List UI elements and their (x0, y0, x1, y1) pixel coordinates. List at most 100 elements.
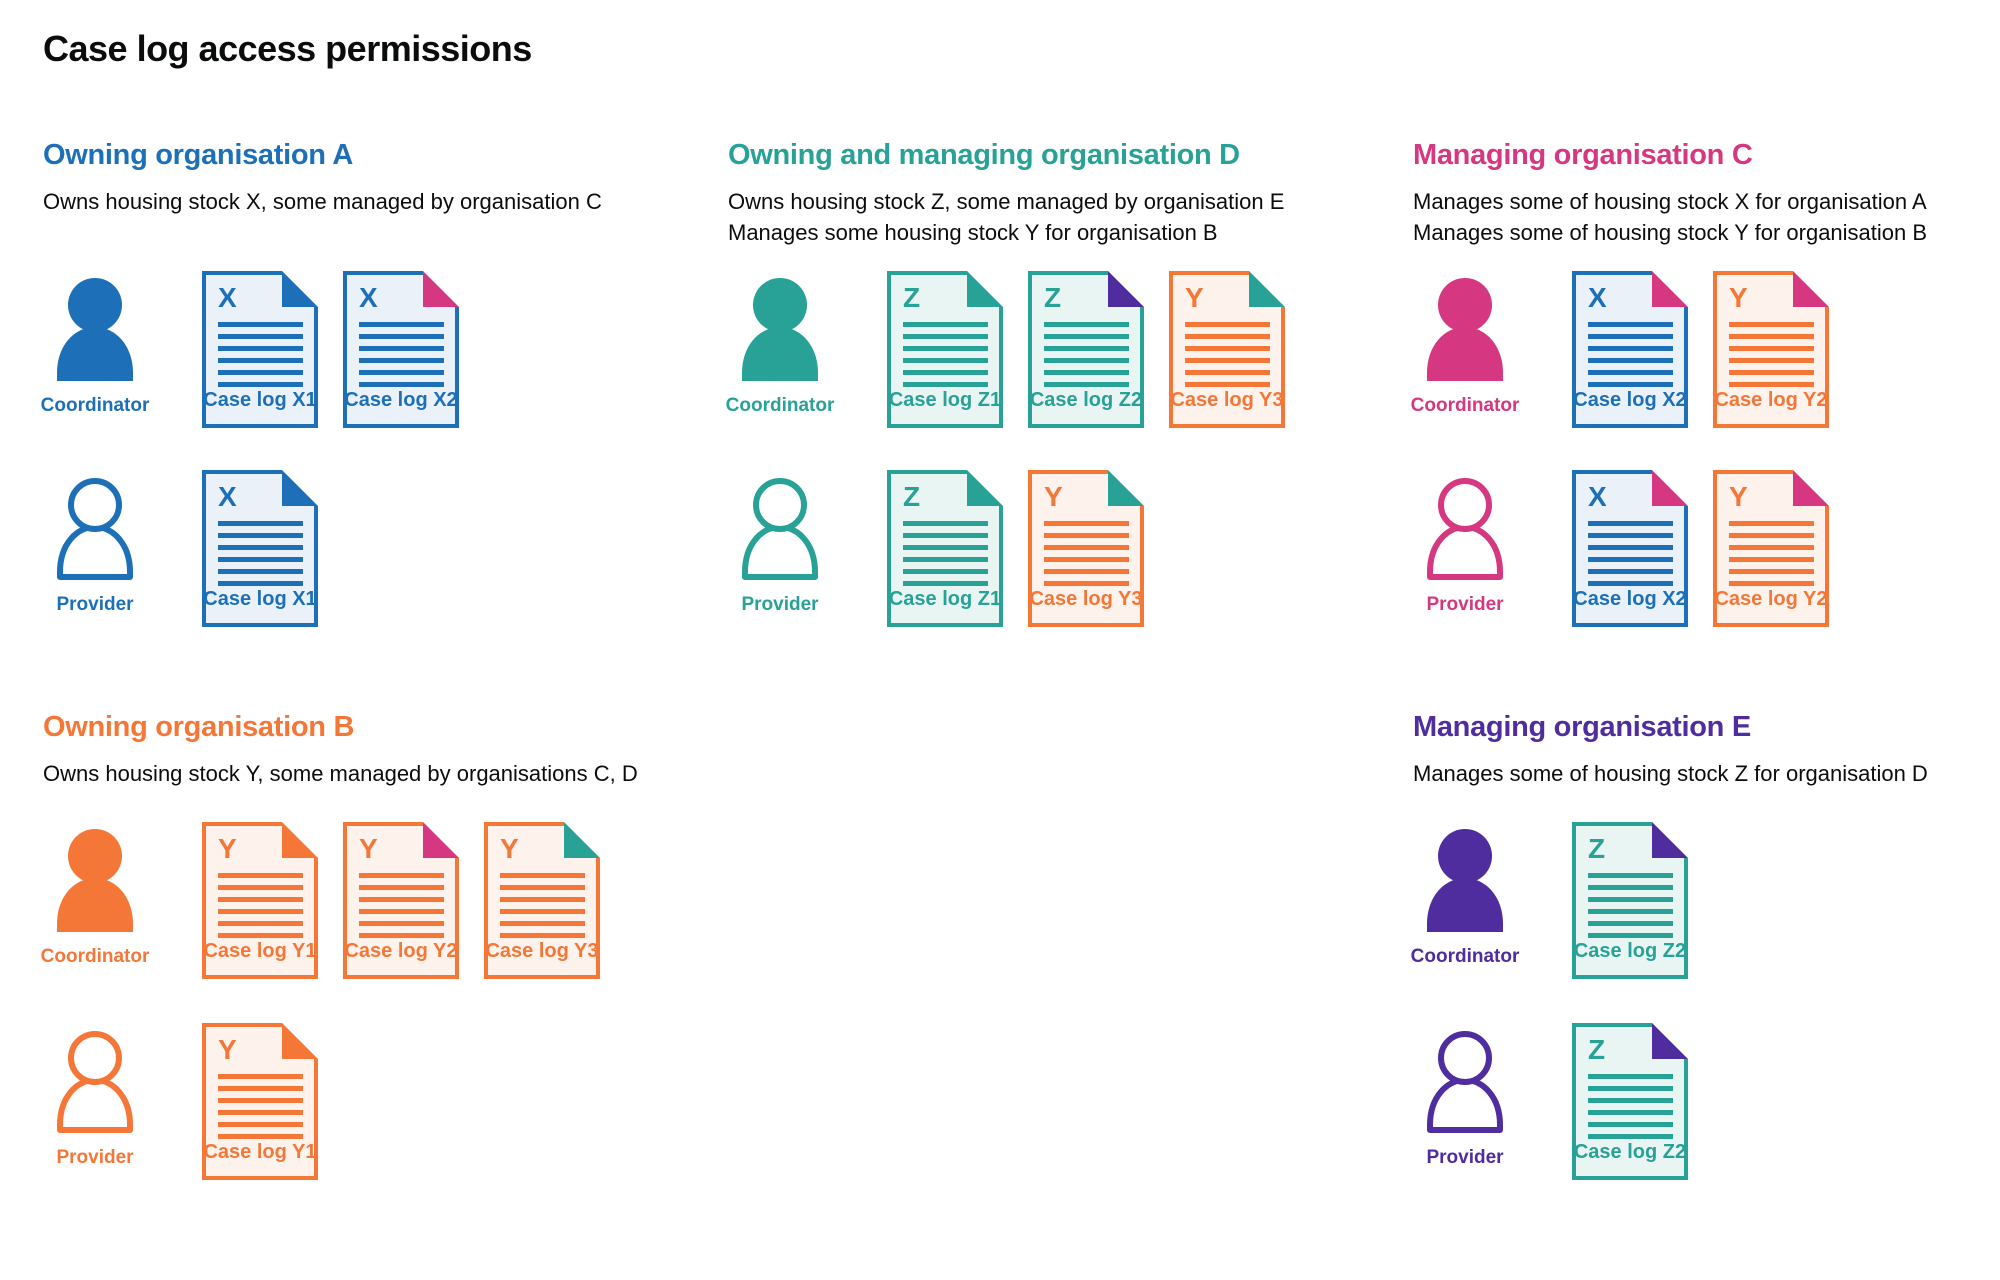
section-title: Owning and managing organisation D (728, 139, 1240, 171)
document-text-lines (1717, 322, 1825, 387)
case-log-document: Z Case log Z2 (1028, 271, 1144, 428)
text-line (500, 873, 585, 878)
text-line (1729, 521, 1814, 526)
case-log-document: Z Case log Z1 (887, 470, 1003, 627)
case-log-document: Y Case log Y3 (1028, 470, 1144, 627)
folded-corner-icon (423, 271, 459, 307)
coordinator-icon (1427, 829, 1503, 932)
text-line (359, 897, 444, 902)
case-log-label: Case log Y3 (1170, 389, 1284, 411)
text-line (1044, 581, 1129, 586)
coordinator-figure: Coordinator (40, 822, 150, 968)
text-line (218, 521, 303, 526)
case-log-document: X Case log X2 (1572, 271, 1688, 428)
case-log-label: Case log Y2 (344, 940, 458, 962)
text-line (1588, 382, 1673, 387)
document-text-lines (891, 521, 999, 586)
text-line (500, 909, 585, 914)
coordinator-row: Coordinator X Case log X2 Y Case log Y2 (1411, 271, 1829, 428)
text-line (1588, 346, 1673, 351)
case-log-document: Y Case log Y1 (202, 822, 318, 979)
role-label: Coordinator (40, 946, 150, 967)
text-line (903, 569, 988, 574)
case-log-document: Z Case log Z2 (1572, 1023, 1688, 1180)
text-line (359, 382, 444, 387)
stock-letter: Z (903, 481, 921, 512)
role-label: Provider (1426, 594, 1504, 615)
folded-corner-icon (1249, 271, 1285, 307)
text-line (903, 382, 988, 387)
case-log-document: X Case log X1 (202, 470, 318, 627)
text-line (1588, 569, 1673, 574)
fold-triangle (1793, 271, 1829, 307)
folded-corner-icon (967, 470, 1003, 506)
document-text-lines (206, 1074, 314, 1139)
case-log-label: Case log X2 (344, 389, 458, 411)
text-line (1729, 569, 1814, 574)
section-owning-and-managing-organisation-d: Owning and managing organisation D Owns h… (726, 139, 1388, 627)
case-log-document: Y Case log Y1 (202, 1023, 318, 1180)
fold-triangle (1249, 271, 1285, 307)
folded-corner-icon (1652, 470, 1688, 506)
case-log-label: Case log Y2 (1714, 588, 1828, 610)
text-line (359, 322, 444, 327)
text-line (218, 557, 303, 562)
section-title: Managing organisation C (1413, 139, 1753, 171)
description-line: Owns housing stock Y, some managed by or… (43, 760, 638, 786)
description-line: Owns housing stock Z, some managed by or… (728, 188, 1285, 214)
text-line (500, 921, 585, 926)
case-log-label: Case log Y2 (1714, 389, 1828, 411)
role-label: Coordinator (40, 395, 150, 416)
text-line (1588, 873, 1673, 878)
text-line (903, 358, 988, 363)
description-line: Manages some of housing stock Y for orga… (1413, 219, 1928, 245)
stock-letter: Z (903, 282, 921, 313)
stock-letter: Y (1185, 282, 1204, 313)
coordinator-icon (57, 829, 133, 932)
fold-triangle (1652, 470, 1688, 506)
coordinator-icon (1427, 278, 1503, 381)
case-log-label: Case log X2 (1573, 389, 1687, 411)
coordinator-row: Coordinator Z Case log Z2 (1411, 822, 1688, 979)
case-log-document: Z Case log Z2 (1572, 822, 1688, 979)
text-line (500, 885, 585, 890)
text-line (359, 873, 444, 878)
text-line (218, 1122, 303, 1127)
fold-triangle (1108, 271, 1144, 307)
text-line (1729, 334, 1814, 339)
text-line (218, 545, 303, 550)
folded-corner-icon (1652, 1023, 1688, 1059)
text-line (1729, 545, 1814, 550)
text-line (218, 358, 303, 363)
text-line (359, 933, 444, 938)
provider-row: Provider Z Case log Z1 Y Case log Y3 (728, 470, 1144, 627)
text-line (1588, 334, 1673, 339)
section-description: Owns housing stock X, some managed by or… (43, 186, 703, 217)
case-log-label: Case log Z2 (1029, 389, 1143, 411)
text-line (1044, 557, 1129, 562)
text-line (1588, 581, 1673, 586)
text-line (1185, 346, 1270, 351)
text-line (218, 370, 303, 375)
stock-letter: Y (1044, 481, 1063, 512)
case-log-label: Case log X1 (203, 389, 317, 411)
description-line: Manages some of housing stock X for orga… (1413, 188, 1927, 214)
text-line (1044, 545, 1129, 550)
text-line (218, 1086, 303, 1091)
text-line (1044, 533, 1129, 538)
case-log-label: Case log X2 (1573, 588, 1687, 610)
case-log-document: X Case log X2 (1572, 470, 1688, 627)
case-log-document: X Case log X2 (343, 271, 459, 428)
text-line (1588, 933, 1673, 938)
text-line (1588, 909, 1673, 914)
provider-figure: Provider (1413, 470, 1517, 616)
document-text-lines (1576, 322, 1684, 387)
fold-triangle (282, 470, 318, 506)
provider-icon (57, 478, 133, 580)
text-line (218, 334, 303, 339)
document-text-lines (1032, 322, 1140, 387)
document-text-lines (891, 322, 999, 387)
provider-icon (742, 478, 818, 580)
text-line (359, 370, 444, 375)
